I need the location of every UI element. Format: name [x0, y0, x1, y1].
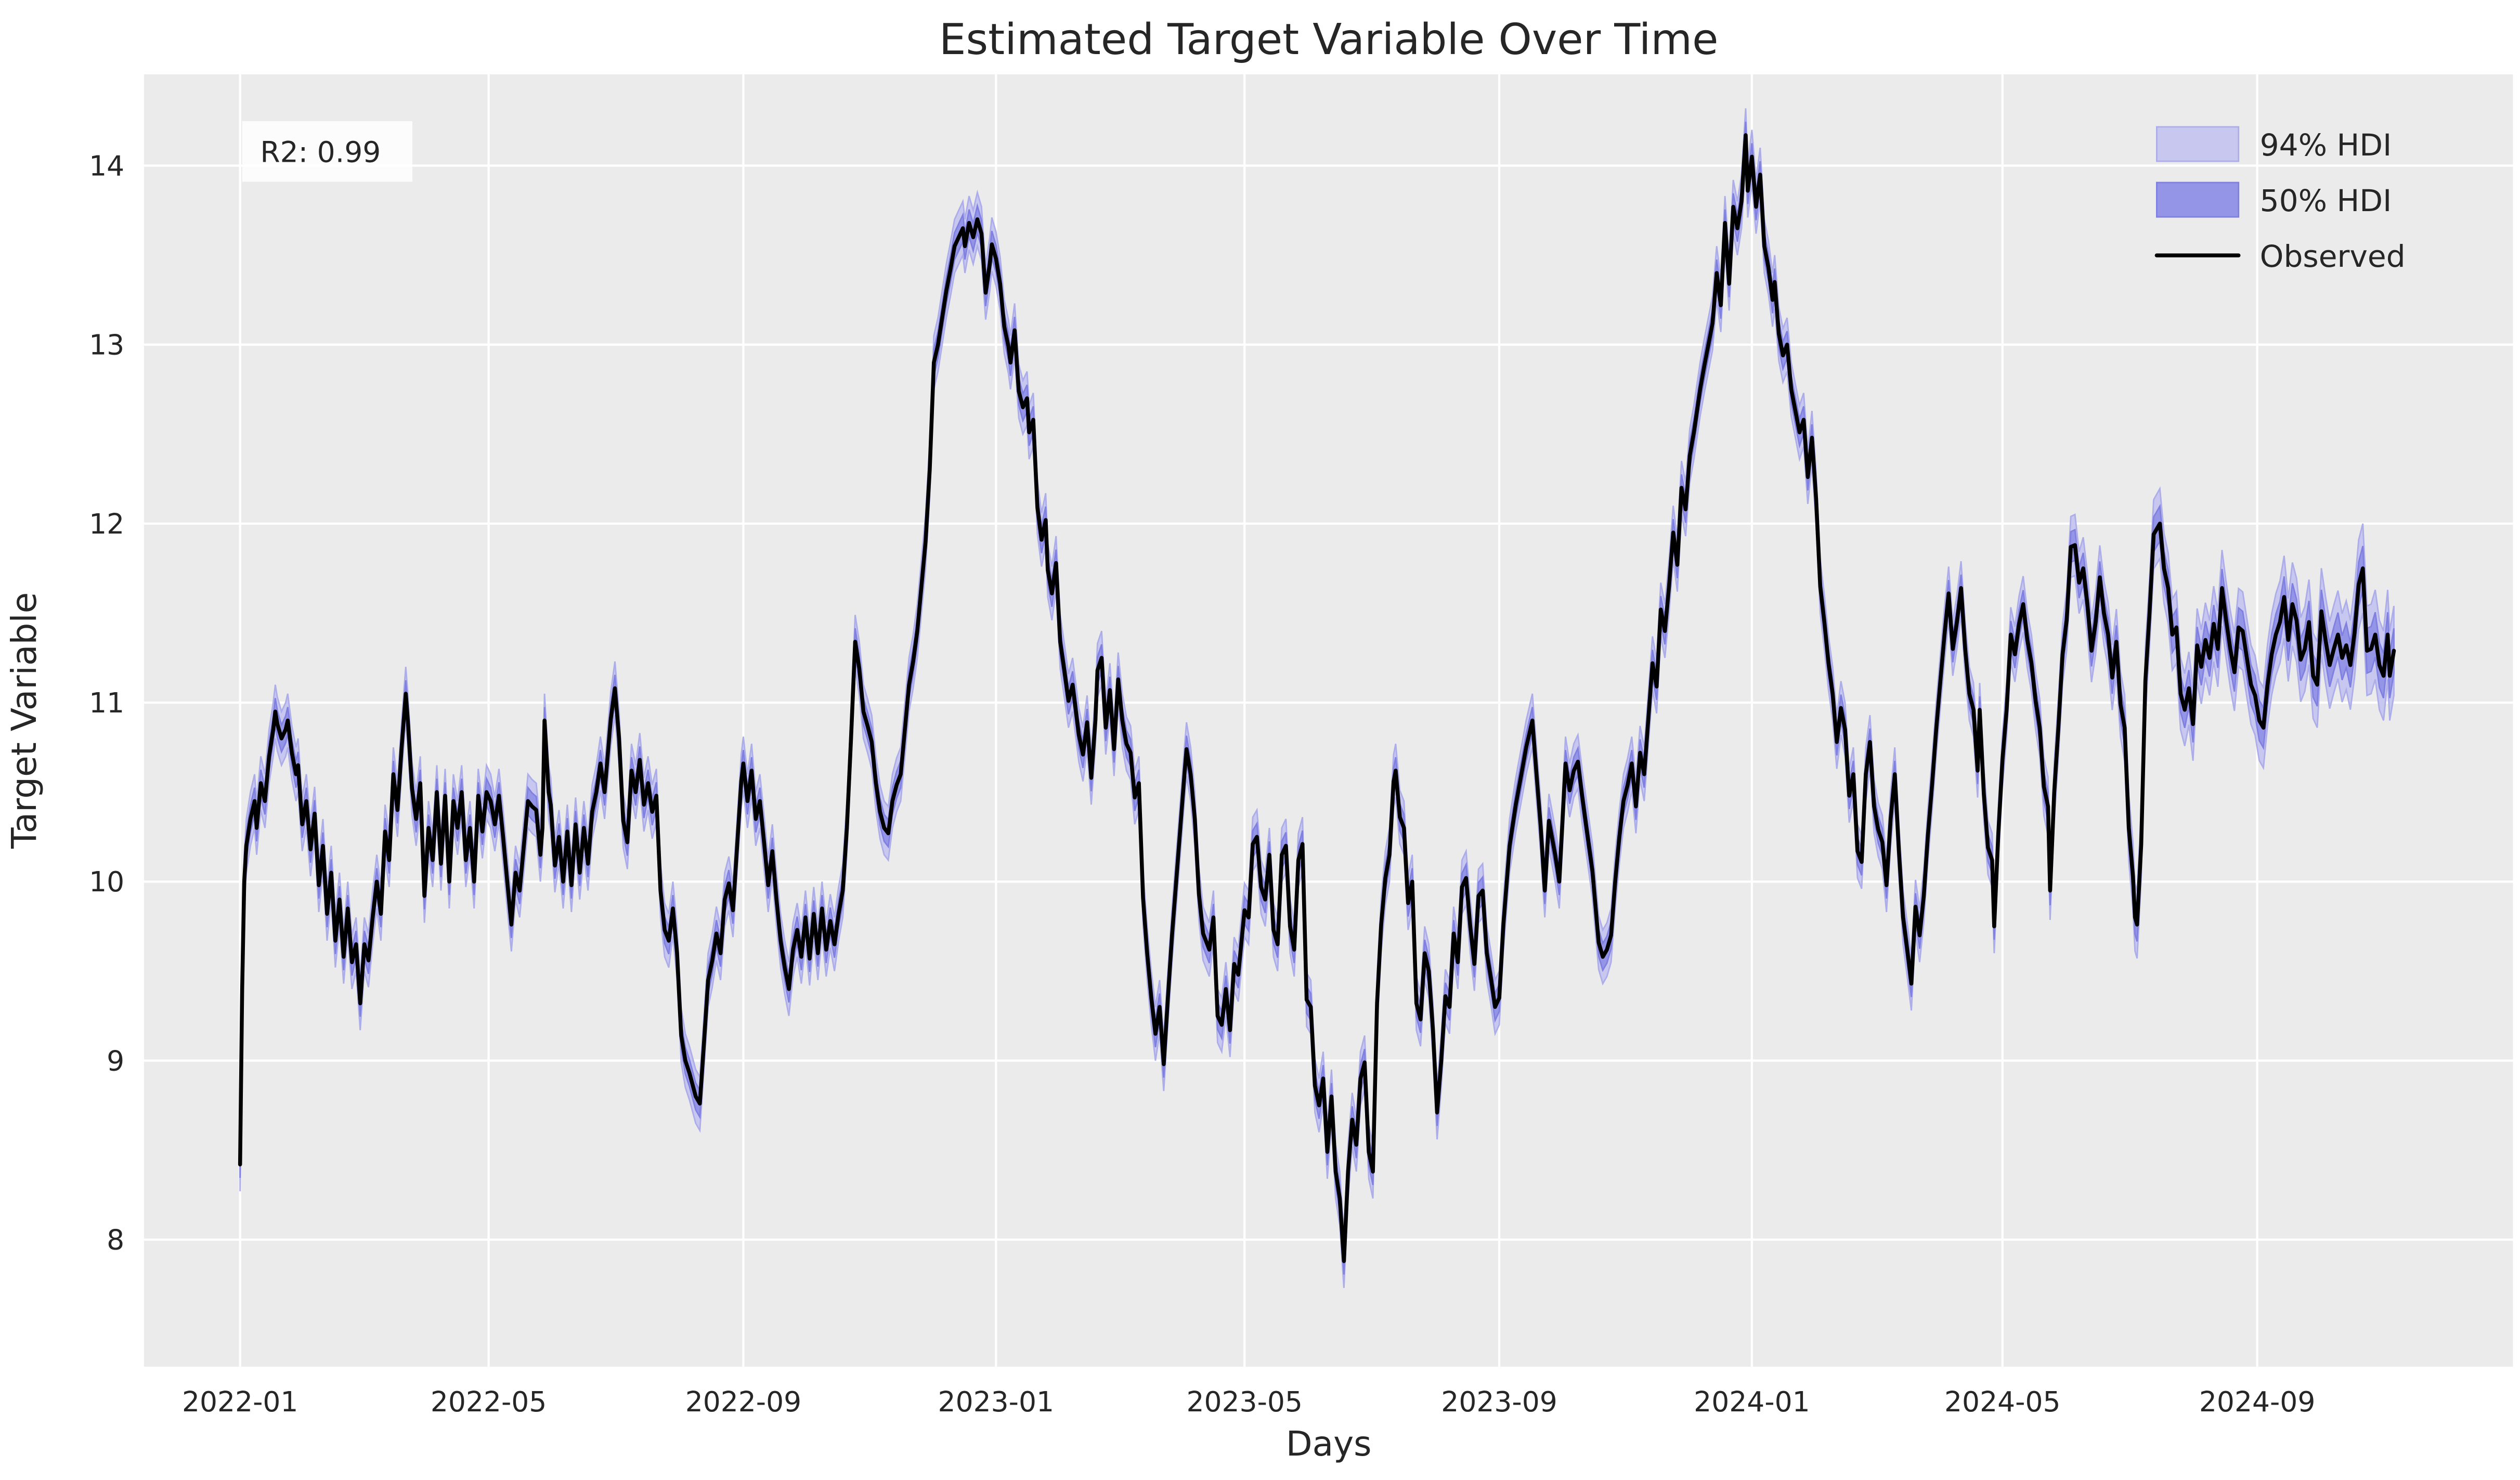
- x-tick-label: 2023-01: [938, 1385, 1054, 1418]
- legend: 94% HDI 50% HDI Observed: [2154, 126, 2406, 274]
- x-tick-label: 2022-05: [431, 1385, 547, 1418]
- x-tick-label: 2023-09: [1441, 1385, 1557, 1418]
- series-layer: [238, 108, 2396, 1288]
- x-tick-label: 2024-01: [1694, 1385, 1810, 1418]
- y-tick-label: 10: [89, 865, 124, 898]
- legend-observed-label: Observed: [2260, 239, 2406, 274]
- y-tick-label: 11: [89, 686, 124, 719]
- hdi50-band: [239, 122, 2395, 1275]
- legend-item-94-hdi: 94% HDI: [2156, 126, 2392, 163]
- y-tick-label: 13: [89, 329, 124, 361]
- y-tick-label: 12: [89, 508, 124, 540]
- chart-title: Estimated Target Variable Over Time: [939, 15, 1719, 64]
- legend-94-hdi-swatch: [2156, 126, 2240, 162]
- hdi94-band: [239, 108, 2395, 1288]
- r2-annotation: R2: 0.99: [242, 121, 412, 182]
- y-axis-label: Target Variable: [4, 592, 44, 849]
- x-axis-label: Days: [1286, 1424, 1372, 1464]
- y-tick-label: 9: [107, 1044, 124, 1077]
- legend-50-hdi-swatch: [2156, 181, 2240, 218]
- r2-annotation-text: R2: 0.99: [260, 136, 381, 169]
- legend-50-hdi-label: 50% HDI: [2260, 183, 2392, 218]
- observed-line: [238, 133, 2396, 1263]
- y-tick-label: 14: [89, 149, 124, 182]
- x-tick-label: 2022-09: [685, 1385, 801, 1418]
- x-tick-label: 2024-09: [2199, 1385, 2315, 1418]
- gridlines: [144, 74, 2513, 1367]
- y-tick-label: 8: [107, 1224, 124, 1256]
- tick-labels: 2022-01 2022-05 2022-09 2023-01 2023-05 2023-…: [89, 149, 2315, 1418]
- legend-94-hdi-label: 94% HDI: [2260, 127, 2392, 163]
- legend-item-observed: Observed: [2154, 239, 2406, 274]
- x-tick-label: 2022-01: [182, 1385, 298, 1418]
- legend-item-50-hdi: 50% HDI: [2156, 181, 2392, 218]
- r2-annotation-box: [242, 121, 412, 182]
- x-tick-label: 2024-05: [1944, 1385, 2060, 1418]
- x-tick-label: 2023-05: [1186, 1385, 1302, 1418]
